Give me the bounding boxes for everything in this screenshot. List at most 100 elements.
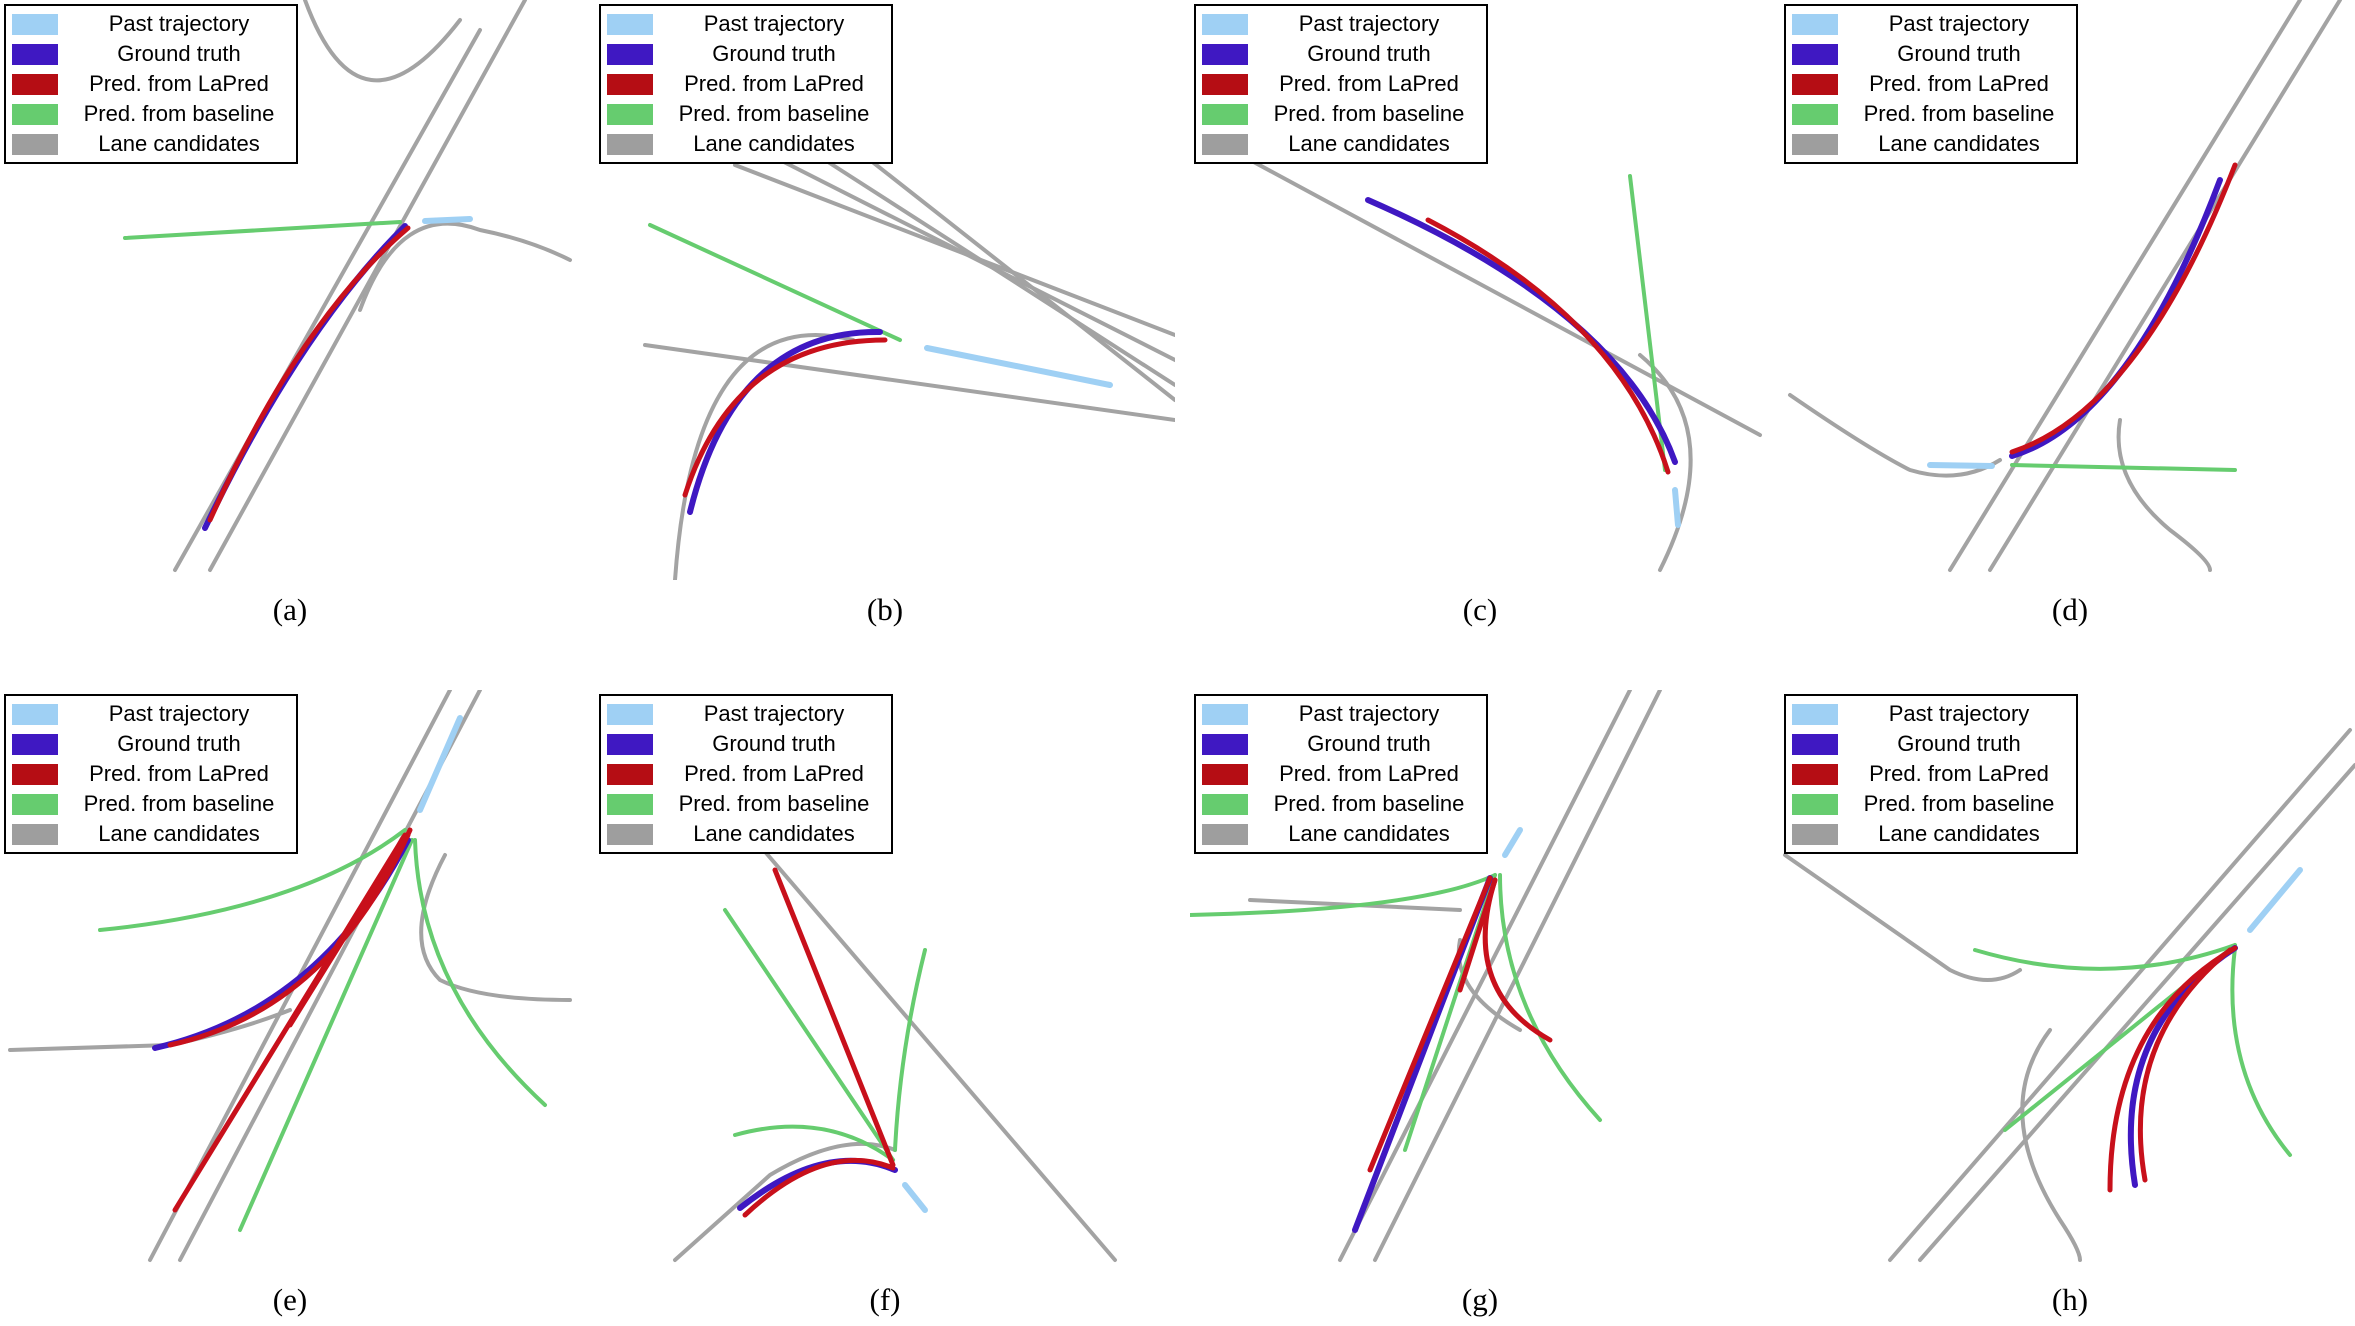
lapred-prediction bbox=[2012, 165, 2235, 452]
legend-item: Ground truth bbox=[1202, 39, 1476, 69]
legend-label: Lane candidates bbox=[1262, 131, 1476, 157]
legend-label: Pred. from LaPred bbox=[667, 761, 881, 787]
baseline-swatch bbox=[12, 794, 58, 815]
ground-truth-swatch bbox=[607, 734, 653, 755]
lane-swatch bbox=[607, 134, 653, 155]
past-trajectory-swatch bbox=[607, 14, 653, 35]
past-trajectory-swatch bbox=[607, 704, 653, 725]
lapred-swatch bbox=[1792, 74, 1838, 95]
past-trajectory bbox=[1505, 830, 1520, 855]
past-trajectory-swatch bbox=[1202, 704, 1248, 725]
legend-item: Pred. from baseline bbox=[1792, 789, 2066, 819]
panel-b: Past trajectory Ground truth Pred. from … bbox=[595, 0, 1175, 590]
legend: Past trajectory Ground truth Pred. from … bbox=[4, 694, 298, 854]
legend-item: Past trajectory bbox=[607, 9, 881, 39]
lapred-swatch bbox=[12, 74, 58, 95]
lane-candidates bbox=[675, 840, 1115, 1260]
baseline-prediction bbox=[125, 222, 400, 238]
legend-label: Pred. from LaPred bbox=[1852, 761, 2066, 787]
ground-truth bbox=[155, 840, 408, 1048]
lapred-prediction bbox=[1428, 220, 1668, 472]
legend-label: Lane candidates bbox=[667, 821, 881, 847]
legend-item: Lane candidates bbox=[12, 129, 286, 159]
past-trajectory-swatch bbox=[12, 14, 58, 35]
legend-label: Ground truth bbox=[667, 731, 881, 757]
legend-item: Lane candidates bbox=[1792, 819, 2066, 849]
legend-label: Ground truth bbox=[1852, 41, 2066, 67]
legend-label: Past trajectory bbox=[667, 11, 881, 37]
legend-label: Ground truth bbox=[72, 731, 286, 757]
legend-item: Ground truth bbox=[12, 39, 286, 69]
legend-item: Past trajectory bbox=[1202, 699, 1476, 729]
baseline-predictions bbox=[725, 910, 925, 1160]
baseline-swatch bbox=[607, 104, 653, 125]
legend-label: Pred. from baseline bbox=[667, 791, 881, 817]
legend: Past trajectory Ground truth Pred. from … bbox=[4, 4, 298, 164]
panel-caption: (a) bbox=[0, 592, 580, 628]
ground-truth bbox=[1368, 200, 1675, 462]
lane-swatch bbox=[1792, 824, 1838, 845]
legend-label: Pred. from baseline bbox=[1852, 791, 2066, 817]
past-trajectory-swatch bbox=[1792, 704, 1838, 725]
ground-truth-swatch bbox=[607, 44, 653, 65]
panel-g: Past trajectory Ground truth Pred. from … bbox=[1190, 690, 1770, 1280]
ground-truth bbox=[2131, 948, 2235, 1185]
lane-swatch bbox=[1202, 824, 1248, 845]
panel-caption: (g) bbox=[1190, 1282, 1770, 1318]
panel-caption: (f) bbox=[595, 1282, 1175, 1318]
legend-item: Pred. from baseline bbox=[12, 99, 286, 129]
baseline-predictions bbox=[100, 830, 545, 1230]
legend-item: Pred. from LaPred bbox=[607, 759, 881, 789]
legend-item: Ground truth bbox=[607, 39, 881, 69]
legend-item: Pred. from baseline bbox=[12, 789, 286, 819]
legend-label: Lane candidates bbox=[72, 131, 286, 157]
legend-item: Past trajectory bbox=[12, 699, 286, 729]
legend: Past trajectory Ground truth Pred. from … bbox=[1784, 694, 2078, 854]
ground-truth-swatch bbox=[1202, 734, 1248, 755]
legend-item: Pred. from LaPred bbox=[1202, 69, 1476, 99]
legend-item: Ground truth bbox=[12, 729, 286, 759]
legend-item: Pred. from LaPred bbox=[12, 69, 286, 99]
lapred-swatch bbox=[607, 74, 653, 95]
legend-label: Pred. from baseline bbox=[1262, 791, 1476, 817]
lane-candidates bbox=[1250, 160, 1760, 570]
past-trajectory bbox=[927, 348, 1110, 385]
legend-label: Past trajectory bbox=[667, 701, 881, 727]
legend-label: Lane candidates bbox=[1852, 131, 2066, 157]
panel-h: Past trajectory Ground truth Pred. from … bbox=[1780, 690, 2355, 1280]
ground-truth-swatch bbox=[1792, 734, 1838, 755]
legend-item: Lane candidates bbox=[1792, 129, 2066, 159]
panel-c: Past trajectory Ground truth Pred. from … bbox=[1190, 0, 1770, 590]
legend-label: Ground truth bbox=[667, 41, 881, 67]
panel-caption: (c) bbox=[1190, 592, 1770, 628]
legend-label: Pred. from LaPred bbox=[1262, 761, 1476, 787]
legend-item: Ground truth bbox=[1792, 729, 2066, 759]
legend: Past trajectory Ground truth Pred. from … bbox=[1784, 4, 2078, 164]
legend-item: Lane candidates bbox=[1202, 819, 1476, 849]
legend-item: Lane candidates bbox=[12, 819, 286, 849]
lapred-swatch bbox=[12, 764, 58, 785]
baseline-swatch bbox=[607, 794, 653, 815]
lapred-prediction bbox=[685, 340, 885, 495]
legend-item: Pred. from baseline bbox=[1792, 99, 2066, 129]
legend-label: Pred. from baseline bbox=[72, 791, 286, 817]
legend-label: Lane candidates bbox=[667, 131, 881, 157]
legend-label: Pred. from LaPred bbox=[1262, 71, 1476, 97]
legend-label: Past trajectory bbox=[1262, 11, 1476, 37]
legend-item: Lane candidates bbox=[1202, 129, 1476, 159]
panel-caption: (h) bbox=[1780, 1282, 2355, 1318]
legend-item: Lane candidates bbox=[607, 129, 881, 159]
ground-truth-swatch bbox=[12, 44, 58, 65]
past-trajectory bbox=[1675, 490, 1678, 525]
legend: Past trajectory Ground truth Pred. from … bbox=[599, 4, 893, 164]
legend-item: Pred. from baseline bbox=[1202, 789, 1476, 819]
lapred-swatch bbox=[1202, 764, 1248, 785]
lane-swatch bbox=[607, 824, 653, 845]
legend-item: Ground truth bbox=[1792, 39, 2066, 69]
legend-label: Lane candidates bbox=[1852, 821, 2066, 847]
panel-f: Past trajectory Ground truth Pred. from … bbox=[595, 690, 1175, 1280]
legend: Past trajectory Ground truth Pred. from … bbox=[599, 694, 893, 854]
baseline-prediction bbox=[2012, 465, 2235, 470]
baseline-prediction bbox=[650, 225, 900, 340]
legend-item: Past trajectory bbox=[607, 699, 881, 729]
